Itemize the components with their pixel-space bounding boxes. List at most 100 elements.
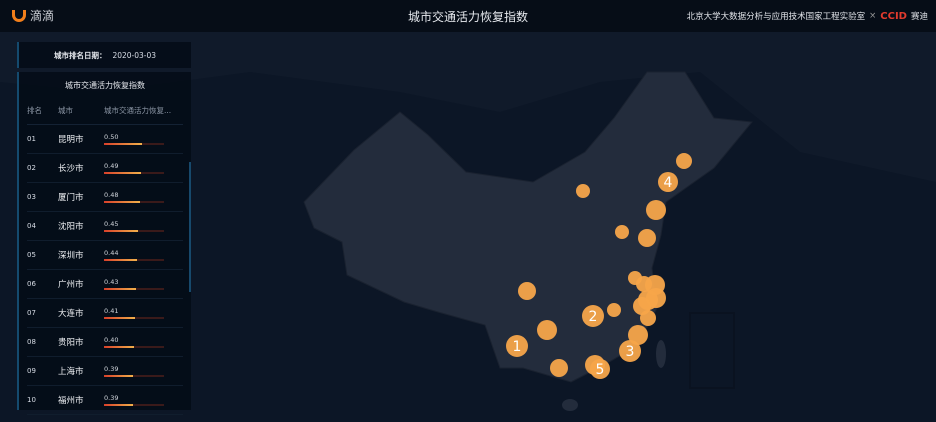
index-bar-fill [104,201,140,203]
city-bubble[interactable] [646,200,666,220]
table-row[interactable]: 01 昆明市 0.50 [27,125,183,154]
index-bar-track [104,143,164,145]
city-bubble[interactable] [518,282,536,300]
city-bubble[interactable] [638,229,656,247]
index-cell: 0.44 [104,249,183,261]
index-value: 0.41 [104,307,119,315]
ccid-logo: CCID [880,10,907,22]
city-bubble[interactable] [658,172,678,192]
index-value: 0.50 [104,133,119,141]
index-bar-track [104,404,164,406]
index-cell: 0.39 [104,365,183,377]
date-panel: 城市排名日期： 2020-03-03 [17,42,191,68]
rank: 03 [27,193,36,201]
table-header: 排名 城市 城市交通活力恢复... [27,105,183,125]
rank-label: 1 [513,339,522,355]
city-bubble[interactable] [537,320,557,340]
rank-label: 3 [626,344,635,360]
col-city: 城市 [58,106,73,115]
rank: 10 [27,396,36,404]
city: 深圳市 [58,251,84,261]
index-bar-track [104,172,164,174]
table-row[interactable]: 10 福州市 0.39 [27,386,183,415]
rank: 05 [27,251,36,259]
didi-logo: 滴滴 [12,7,54,24]
ccid-name: 赛迪 [910,12,928,22]
index-value: 0.44 [104,249,119,257]
hainan-land [562,399,578,411]
china-map[interactable]: 4 2 1 3 5 [0,32,936,422]
partner-credits: 北京大学大数据分析与应用技术国家工程实验室 × CCID 赛迪 [686,10,928,23]
ranking-panel: 城市交通活力恢复指数 排名 城市 城市交通活力恢复... 01 昆明市 0.50… [17,72,191,415]
city: 上海市 [58,367,84,377]
rank: 07 [27,309,36,317]
scrollbar[interactable] [189,162,191,292]
rank: 02 [27,164,36,172]
city-bubble[interactable] [506,335,528,357]
city-bubble[interactable] [590,359,610,379]
ranking-title: 城市交通活力恢复指数 [65,81,145,90]
col-rank: 排名 [27,106,42,115]
city-bubble[interactable] [576,184,590,198]
china-land [303,71,753,383]
table-row[interactable]: 06 广州市 0.43 [27,270,183,299]
city-bubble[interactable] [646,288,666,308]
index-value: 0.48 [104,191,119,199]
index-bar-fill [104,404,134,406]
index-bar-fill [104,346,134,348]
index-cell: 0.45 [104,220,183,232]
index-bar-fill [104,317,135,319]
index-bar-track [104,230,164,232]
table-row[interactable]: 09 上海市 0.39 [27,357,183,386]
city: 广州市 [58,280,84,290]
city-bubble[interactable] [640,310,656,326]
city-bubble[interactable] [676,153,692,169]
city-bubble[interactable] [550,359,568,377]
rank: 08 [27,338,36,346]
index-value: 0.49 [104,162,119,170]
index-bar-fill [104,143,142,145]
rank: 01 [27,135,36,143]
index-cell: 0.48 [104,191,183,203]
city: 大连市 [58,309,84,319]
index-bar-track [104,201,164,203]
index-bar-track [104,375,164,377]
city-bubble[interactable] [607,303,621,317]
index-value: 0.40 [104,336,119,344]
city: 福州市 [58,396,84,406]
city: 贵阳市 [58,338,84,348]
city-bubble[interactable] [615,225,629,239]
index-bar-track [104,317,164,319]
rank-label: 5 [596,362,605,378]
table-row[interactable]: 08 贵阳市 0.40 [27,328,183,357]
index-bar-fill [104,172,141,174]
south-sea-inset [689,312,735,389]
index-cell: 0.40 [104,336,183,348]
table-row[interactable]: 05 深圳市 0.44 [27,241,183,270]
partner-name: 北京大学大数据分析与应用技术国家工程实验室 [686,12,866,22]
index-value: 0.45 [104,220,119,228]
index-cell: 0.50 [104,133,183,145]
index-cell: 0.39 [104,394,183,406]
index-cell: 0.49 [104,162,183,174]
date-value: 2020-03-03 [112,50,157,60]
city: 厦门市 [58,193,84,203]
table-row[interactable]: 02 长沙市 0.49 [27,154,183,183]
city: 沈阳市 [58,222,84,232]
city-bubble[interactable] [628,325,648,345]
table-row[interactable]: 04 沈阳市 0.45 [27,212,183,241]
city-bubble[interactable] [582,305,604,327]
brand-name: 滴滴 [30,9,55,23]
table-row[interactable]: 03 厦门市 0.48 [27,183,183,212]
separator: × [869,11,877,21]
table-row[interactable]: 07 大连市 0.41 [27,299,183,328]
taiwan-land [656,340,666,368]
rank: 09 [27,367,36,375]
index-bar-fill [104,230,138,232]
rank-label: 2 [589,309,598,325]
index-bar-track [104,288,164,290]
city: 昆明市 [58,135,84,145]
city-bubble[interactable] [619,340,641,362]
index-value: 0.39 [104,365,119,373]
date-label: 城市排名日期： [53,50,107,60]
